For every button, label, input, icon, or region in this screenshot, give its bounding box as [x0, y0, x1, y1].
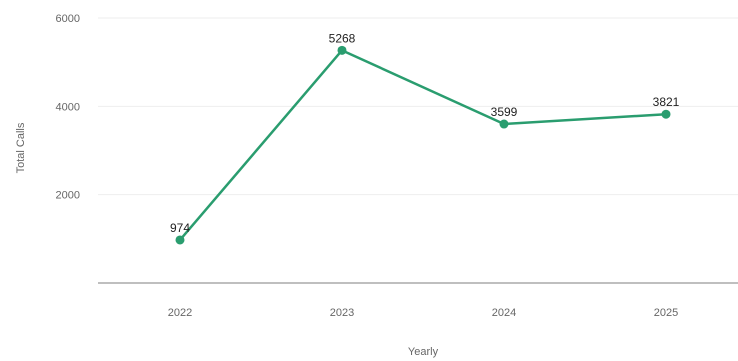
y-axis-ticks: 2000 4000 6000 [56, 13, 80, 202]
x-axis-ticks: 2022 2023 2024 2025 [168, 307, 678, 319]
data-point [499, 119, 509, 129]
data-label: 974 [170, 221, 190, 235]
data-label: 3599 [491, 105, 518, 119]
y-tick-label: 2000 [56, 190, 80, 202]
series-line [179, 49, 667, 241]
x-tick-label: 2025 [654, 307, 678, 319]
data-label: 5268 [329, 31, 356, 45]
data-point [175, 235, 185, 245]
x-tick-label: 2024 [492, 307, 516, 319]
data-point [337, 45, 347, 55]
x-tick-label: 2023 [330, 307, 354, 319]
y-tick-label: 6000 [56, 13, 80, 25]
data-labels: 974 5268 3599 3821 [170, 31, 680, 235]
y-tick-label: 4000 [56, 101, 80, 113]
x-tick-label: 2022 [168, 307, 192, 319]
y-axis-title: Total Calls [15, 122, 27, 173]
data-points [175, 45, 671, 245]
data-label: 3821 [653, 95, 680, 109]
grid-lines [98, 17, 738, 196]
data-point [661, 109, 671, 119]
x-axis-title: Yearly [408, 346, 439, 358]
